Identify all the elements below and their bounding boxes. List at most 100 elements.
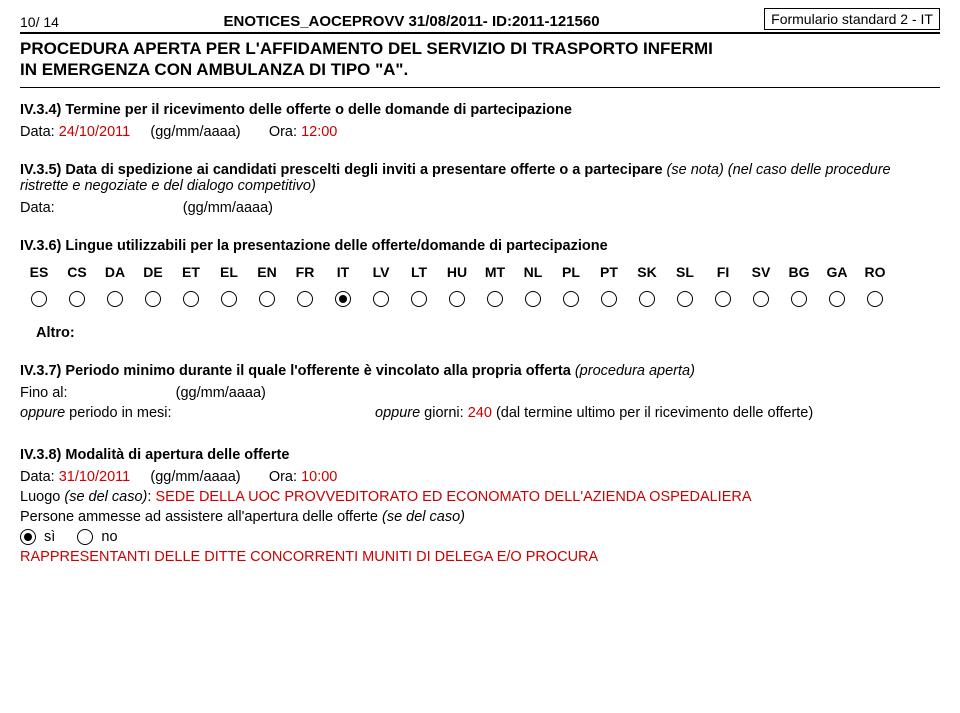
iv38-heading: IV.3.8) Modalità di apertura delle offer… [20, 447, 940, 463]
lang-header-sv: SV [742, 260, 780, 284]
lang-radio-pt[interactable] [601, 291, 617, 307]
lang-header-fr: FR [286, 260, 324, 284]
iv37-oppure-giorni: oppure giorni: 240 (dal termine ultimo p… [375, 405, 940, 421]
iv35-heading-prefix: IV.3.5) Data di spedizione ai candidati … [20, 162, 667, 178]
lang-header-ga: GA [818, 260, 856, 284]
iv38-ora-value: 10:00 [301, 469, 337, 485]
lang-radio-mt[interactable] [487, 291, 503, 307]
title-line-1: PROCEDURA APERTA PER L'AFFIDAMENTO DEL S… [20, 38, 940, 59]
iv34-ora-value: 12:00 [301, 124, 337, 140]
lang-radio-sl[interactable] [677, 291, 693, 307]
lang-header-en: EN [248, 260, 286, 284]
iv37-heading-prefix: IV.3.7) Periodo minimo durante il quale … [20, 363, 575, 379]
iv38-data-label: Data: [20, 469, 55, 485]
lang-header-mt: MT [476, 260, 514, 284]
lang-header-da: DA [96, 260, 134, 284]
iv37-giorni-value: 240 [468, 405, 492, 421]
iv38-persone-italic: (se del caso) [382, 509, 465, 525]
iv36-altro: Altro: [36, 325, 940, 341]
lang-header-pl: PL [552, 260, 590, 284]
iv37-fino-label: Fino al: [20, 385, 68, 401]
iv37-oppure-giorni-prefix: oppure [375, 405, 420, 421]
iv37-fino-line: Fino al: (gg/mm/aaaa) [20, 385, 940, 401]
lang-radio-de[interactable] [145, 291, 161, 307]
iv38-data-line: Data: 31/10/2011 (gg/mm/aaaa) Ora: 10:00 [20, 469, 940, 485]
lang-radio-pl[interactable] [563, 291, 579, 307]
lang-radio-cs[interactable] [69, 291, 85, 307]
iv38-ora-label: Ora: [269, 469, 297, 485]
iv35-data-line: Data: (gg/mm/aaaa) [20, 200, 940, 216]
lang-header-ro: RO [856, 260, 894, 284]
lang-radio-fi[interactable] [715, 291, 731, 307]
iv34-data-value: 24/10/2011 [59, 124, 131, 140]
header-row: 10/ 14 ENOTICES_AOCEPROVV 31/08/2011- ID… [20, 8, 940, 30]
iv34-gg: (gg/mm/aaaa) [150, 124, 240, 140]
iv38-persone-line: Persone ammesse ad assistere all'apertur… [20, 509, 940, 525]
iv38-persone-prefix: Persone ammesse ad assistere all'apertur… [20, 509, 382, 525]
radio-si[interactable] [20, 529, 36, 545]
lang-header-bg: BG [780, 260, 818, 284]
iv37-oppure-giorni-mid: giorni: [420, 405, 468, 421]
radio-no[interactable] [77, 529, 93, 545]
iv34-ora-label: Ora: [269, 124, 297, 140]
lang-header-it: IT [324, 260, 362, 284]
lang-radio-fr[interactable] [297, 291, 313, 307]
iv35-data-label: Data: [20, 200, 55, 216]
lang-header-es: ES [20, 260, 58, 284]
lang-radio-nl[interactable] [525, 291, 541, 307]
lang-header-de: DE [134, 260, 172, 284]
iv37-oppure-mesi: oppure periodo in mesi: [20, 405, 375, 421]
lang-radio-lt[interactable] [411, 291, 427, 307]
iv35-heading: IV.3.5) Data di spedizione ai candidati … [20, 162, 940, 194]
iv35-gg: (gg/mm/aaaa) [183, 200, 273, 216]
iv34-data-line: Data: 24/10/2011 (gg/mm/aaaa) Ora: 12:00 [20, 124, 940, 140]
lang-radio-da[interactable] [107, 291, 123, 307]
label-no: no [101, 529, 117, 545]
lang-radio-sv[interactable] [753, 291, 769, 307]
iv37-oppure-line: oppure periodo in mesi: oppure giorni: 2… [20, 405, 940, 421]
lang-header-nl: NL [514, 260, 552, 284]
lang-radio-it[interactable] [335, 291, 351, 307]
lang-header-cs: CS [58, 260, 96, 284]
lang-header-sl: SL [666, 260, 704, 284]
lang-header-lt: LT [400, 260, 438, 284]
iv38-luogo-paren: (se del caso) [64, 489, 147, 505]
iv34-data-label: Data: [20, 124, 55, 140]
title-block: PROCEDURA APERTA PER L'AFFIDAMENTO DEL S… [20, 38, 940, 81]
lang-header-sk: SK [628, 260, 666, 284]
iv38-rappresentanti: RAPPRESENTANTI DELLE DITTE CONCORRENTI M… [20, 549, 940, 565]
iv37-oppure-giorni-suffix: (dal termine ultimo per il ricevimento d… [492, 405, 813, 421]
lang-radio-ga[interactable] [829, 291, 845, 307]
title-line-2: IN EMERGENZA CON AMBULANZA DI TIPO "A". [20, 59, 940, 80]
iv37-oppure-mesi-text: periodo in mesi: [65, 405, 171, 421]
lang-radio-el[interactable] [221, 291, 237, 307]
rule-top [20, 32, 940, 34]
header-right-box: Formulario standard 2 - IT [764, 8, 940, 30]
iv38-luogo-value: SEDE DELLA UOC PROVVEDITORATO ED ECONOMA… [155, 489, 751, 505]
label-si: sì [44, 529, 55, 545]
language-table: ESCSDADEETELENFRITLVLTHUMTNLPLPTSKSLFISV… [20, 260, 894, 311]
lang-radio-hu[interactable] [449, 291, 465, 307]
lang-radio-en[interactable] [259, 291, 275, 307]
iv37-heading: IV.3.7) Periodo minimo durante il quale … [20, 363, 940, 379]
lang-header-lv: LV [362, 260, 400, 284]
lang-radio-et[interactable] [183, 291, 199, 307]
page-number: 10/ 14 [20, 14, 59, 30]
iv34-heading: IV.3.4) Termine per il ricevimento delle… [20, 102, 940, 118]
lang-header-pt: PT [590, 260, 628, 284]
lang-header-el: EL [210, 260, 248, 284]
iv36-heading: IV.3.6) Lingue utilizzabili per la prese… [20, 238, 940, 254]
iv37-heading-italic: (procedura aperta) [575, 363, 695, 379]
lang-header-et: ET [172, 260, 210, 284]
lang-radio-es[interactable] [31, 291, 47, 307]
iv38-gg: (gg/mm/aaaa) [150, 469, 240, 485]
header-center: ENOTICES_AOCEPROVV 31/08/2011- ID:2011-1… [224, 13, 600, 30]
lang-radio-lv[interactable] [373, 291, 389, 307]
lang-radio-bg[interactable] [791, 291, 807, 307]
iv37-oppure-mesi-prefix: oppure [20, 405, 65, 421]
iv38-luogo-label: Luogo [20, 489, 64, 505]
lang-radio-sk[interactable] [639, 291, 655, 307]
lang-header-hu: HU [438, 260, 476, 284]
lang-radio-ro[interactable] [867, 291, 883, 307]
lang-header-fi: FI [704, 260, 742, 284]
